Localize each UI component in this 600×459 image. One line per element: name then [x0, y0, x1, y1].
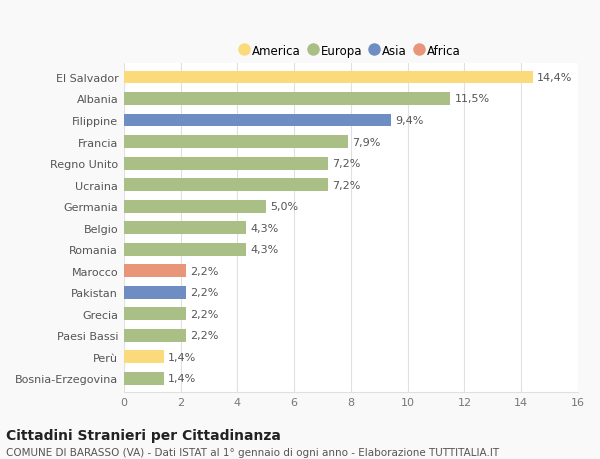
Bar	[124, 200, 266, 213]
Text: 2,2%: 2,2%	[191, 330, 219, 341]
Text: 5,0%: 5,0%	[270, 202, 298, 212]
Bar	[124, 372, 164, 385]
Text: 1,4%: 1,4%	[168, 352, 196, 362]
Legend: America, Europa, Asia, Africa: America, Europa, Asia, Africa	[236, 40, 466, 62]
Bar	[124, 93, 450, 106]
Text: 7,2%: 7,2%	[332, 180, 361, 190]
Bar	[124, 222, 246, 235]
Text: 2,2%: 2,2%	[191, 288, 219, 297]
Bar	[124, 286, 186, 299]
Bar	[124, 351, 164, 364]
Text: 2,2%: 2,2%	[191, 266, 219, 276]
Text: 7,9%: 7,9%	[352, 137, 380, 147]
Text: 4,3%: 4,3%	[250, 223, 278, 233]
Bar	[124, 329, 186, 342]
Text: 2,2%: 2,2%	[191, 309, 219, 319]
Bar	[124, 308, 186, 320]
Text: 9,4%: 9,4%	[395, 116, 423, 126]
Text: 4,3%: 4,3%	[250, 245, 278, 255]
Text: Cittadini Stranieri per Cittadinanza: Cittadini Stranieri per Cittadinanza	[6, 428, 281, 442]
Text: 7,2%: 7,2%	[332, 159, 361, 169]
Text: COMUNE DI BARASSO (VA) - Dati ISTAT al 1° gennaio di ogni anno - Elaborazione TU: COMUNE DI BARASSO (VA) - Dati ISTAT al 1…	[6, 448, 499, 458]
Text: 1,4%: 1,4%	[168, 374, 196, 384]
Bar	[124, 71, 533, 84]
Bar	[124, 179, 328, 192]
Text: 11,5%: 11,5%	[455, 94, 490, 104]
Bar	[124, 157, 328, 170]
Bar	[124, 265, 186, 278]
Bar	[124, 114, 391, 127]
Text: 14,4%: 14,4%	[537, 73, 572, 83]
Bar	[124, 136, 348, 149]
Bar	[124, 243, 246, 256]
